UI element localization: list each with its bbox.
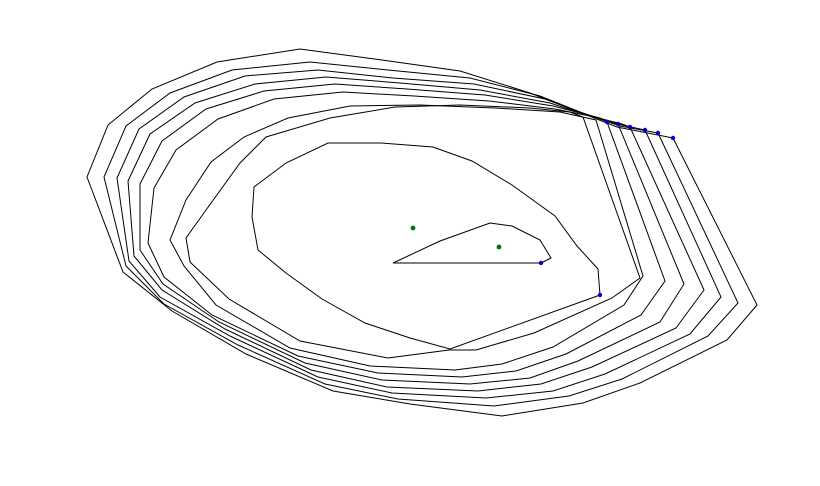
inner-wedge [392,222,552,264]
contour-line-5 [139,83,685,385]
point-markers [410,119,676,298]
vertex-marker-1 [670,135,676,141]
contour-line-8 [185,104,641,359]
vertex-marker-4 [627,124,633,130]
vertex-marker-6 [604,119,610,125]
contour-line-2 [103,61,739,407]
contour-line-7 [169,104,644,371]
contour-line-9 [251,142,601,350]
contour-line-6 [147,91,666,378]
vertex-marker-2 [655,130,661,136]
vertex-marker-8 [538,260,544,266]
interior-point-2 [496,244,502,250]
contour-line-1 [86,48,758,417]
vertex-marker-3 [642,127,648,133]
contour-lines [86,48,758,417]
vertex-marker-7 [597,292,603,298]
vertex-marker-5 [615,121,621,127]
interior-point-1 [410,225,416,231]
contour-line-3 [116,69,722,399]
contour-line-4 [127,76,705,392]
